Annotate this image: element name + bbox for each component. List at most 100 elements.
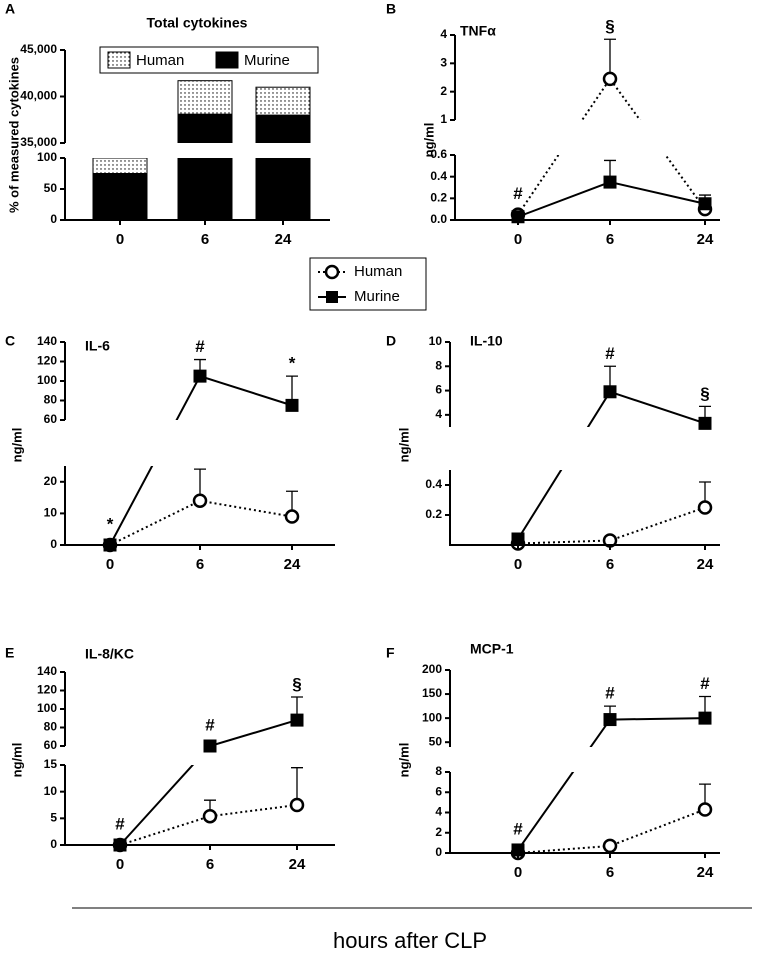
- y-tick-label: 0.6: [430, 147, 447, 161]
- legend-label: Murine: [244, 52, 290, 69]
- marker: [697, 500, 713, 515]
- marker: [193, 369, 207, 383]
- x-tick-label: 0: [116, 856, 124, 873]
- y-tick-label: 100: [37, 701, 57, 715]
- y-tick-label: 35,000: [20, 135, 57, 149]
- marker: [603, 385, 617, 399]
- x-tick-label: 24: [697, 864, 714, 881]
- panel-letter: C: [5, 333, 15, 349]
- y-tick-label: 20: [44, 474, 58, 488]
- y-tick-label: 100: [37, 373, 57, 387]
- annotation: *: [289, 354, 296, 373]
- annotation: *: [107, 514, 114, 533]
- panel-letter: B: [386, 1, 396, 17]
- x-tick-label: 24: [697, 556, 714, 573]
- marker: [192, 493, 208, 509]
- axis-break-gap: [456, 120, 731, 155]
- y-tick-label: 0: [435, 845, 442, 859]
- chart-title: MCP-1: [470, 641, 514, 657]
- y-tick-label: 0.0: [430, 212, 447, 226]
- panel-letter: A: [5, 1, 15, 17]
- y-tick-label: 5: [50, 811, 57, 825]
- x-tick-label: 6: [206, 856, 214, 873]
- annotation: #: [605, 684, 615, 703]
- y-tick-label: 150: [422, 686, 442, 700]
- y-tick-label: 60: [44, 412, 58, 426]
- annotation: #: [195, 337, 205, 356]
- y-axis-title: ng/ml: [421, 123, 436, 158]
- x-tick-label: 0: [106, 556, 114, 573]
- axis-break-gap: [66, 143, 341, 158]
- marker: [603, 713, 617, 727]
- y-tick-label: 0.4: [430, 169, 447, 183]
- legend-label: Human: [354, 263, 402, 280]
- marker: [698, 416, 712, 430]
- y-axis-title: ng/ml: [9, 743, 24, 778]
- x-tick-label: 6: [606, 864, 614, 881]
- x-axis-title: hours after CLP: [333, 928, 487, 953]
- y-tick-label: 4: [440, 27, 447, 41]
- x-tick-label: 24: [275, 231, 292, 248]
- marker: [285, 398, 299, 412]
- y-tick-label: 2: [435, 825, 442, 839]
- y-tick-label: 100: [37, 150, 57, 164]
- y-tick-label: 120: [37, 354, 57, 368]
- annotation: #: [513, 819, 523, 838]
- y-tick-label: 50: [44, 181, 58, 195]
- y-tick-label: 4: [435, 407, 442, 421]
- bar-segment: [255, 86, 311, 116]
- y-tick-label: 60: [44, 738, 58, 752]
- chart-title: Total cytokines: [147, 15, 248, 31]
- marker: [698, 711, 712, 725]
- y-tick-label: 0.2: [430, 191, 447, 205]
- series-line: [119, 804, 298, 846]
- y-axis-title: ng/ml: [396, 428, 411, 463]
- bar-segment: [177, 113, 233, 221]
- panel-letter: D: [386, 333, 396, 349]
- y-axis-title: ng/ml: [9, 428, 24, 463]
- y-tick-label: 10: [44, 506, 58, 520]
- y-tick-label: 40,000: [20, 89, 57, 103]
- y-tick-label: 10: [44, 784, 58, 798]
- y-tick-label: 100: [422, 710, 442, 724]
- marker: [697, 802, 713, 817]
- y-tick-label: 0: [50, 537, 57, 551]
- marker: [602, 71, 618, 87]
- legend-label: Murine: [354, 288, 400, 305]
- y-tick-label: 0: [50, 212, 57, 226]
- annotation: #: [115, 814, 125, 833]
- y-tick-label: 1: [440, 112, 447, 126]
- y-tick-label: 15: [44, 757, 58, 771]
- y-tick-label: 3: [440, 56, 447, 70]
- chart-title: TNFα: [460, 23, 496, 39]
- x-tick-label: 24: [284, 556, 301, 573]
- series-line: [119, 719, 298, 846]
- chart-title: IL-6: [85, 338, 110, 354]
- x-tick-label: 24: [697, 231, 714, 248]
- legend-swatch: [107, 51, 131, 69]
- y-tick-label: 4: [435, 805, 442, 819]
- y-tick-label: 8: [435, 764, 442, 778]
- series-line: [517, 77, 706, 216]
- bar-segment: [92, 157, 148, 174]
- chart-title: IL-8/KC: [85, 646, 134, 662]
- y-tick-label: 0.2: [425, 507, 442, 521]
- bar-segment: [177, 80, 233, 115]
- y-tick-label: 2: [440, 84, 447, 98]
- legend-marker: [324, 264, 340, 280]
- axis-break-gap: [451, 747, 731, 772]
- y-tick-label: 50: [429, 734, 443, 748]
- annotation: §: [292, 674, 301, 693]
- x-tick-label: 0: [514, 864, 522, 881]
- y-axis-title: ng/ml: [396, 743, 411, 778]
- marker: [202, 808, 218, 824]
- annotation: #: [605, 344, 615, 363]
- y-tick-label: 120: [37, 683, 57, 697]
- marker: [284, 509, 300, 524]
- legend-swatch: [215, 51, 239, 69]
- marker: [289, 797, 305, 813]
- marker: [511, 532, 525, 546]
- marker: [203, 739, 217, 753]
- marker: [290, 713, 304, 727]
